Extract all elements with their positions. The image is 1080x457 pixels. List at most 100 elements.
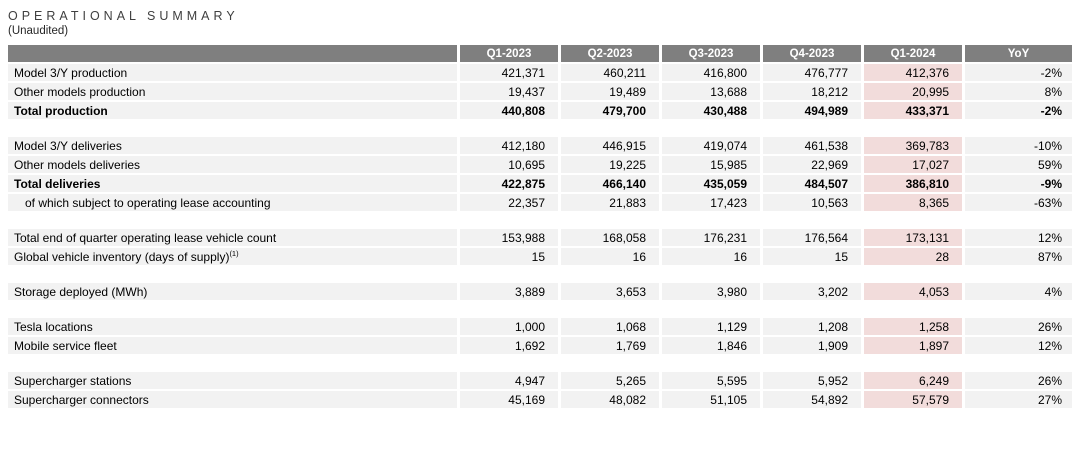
table-row: Total end of quarter operating lease veh… [8,229,1072,248]
value-q2-2023: 21,883 [561,194,662,213]
value-q1-2023: 3,889 [460,283,561,302]
value-q2-2023: 479,700 [561,102,662,121]
value-q4-2023: 15 [763,248,864,267]
value-q2-2023: 460,211 [561,64,662,83]
row-label: Supercharger stations [8,372,460,391]
value-q4-2023: 3,202 [763,283,864,302]
value-q3-2023: 176,231 [662,229,763,248]
value-q2-2023: 446,915 [561,137,662,156]
value-q1-2023: 422,875 [460,175,561,194]
yoy-value: 59% [965,156,1072,175]
value-q2-2023: 1,769 [561,337,662,356]
table-row: Total production 440,808 479,700 430,488 494… [8,102,1072,121]
row-label: Global vehicle inventory (days of supply… [8,248,460,267]
value-q1-2023: 412,180 [460,137,561,156]
value-q1-2023: 19,437 [460,83,561,102]
value-q3-2023: 430,488 [662,102,763,121]
table-row: Supercharger connectors 45,169 48,082 51,10… [8,391,1072,410]
yoy-value: 26% [965,318,1072,337]
value-q1-2023: 421,371 [460,64,561,83]
table-row: of which subject to operating lease acco… [8,194,1072,213]
value-q1-2024: 28 [864,248,965,267]
value-q2-2023: 16 [561,248,662,267]
column-header-row-label [8,45,460,64]
table-row: Mobile service fleet 1,692 1,769 1,846 1,909… [8,337,1072,356]
value-q3-2023: 3,980 [662,283,763,302]
value-q3-2023: 1,846 [662,337,763,356]
value-q4-2023: 1,208 [763,318,864,337]
row-label: Supercharger connectors [8,391,460,410]
value-q3-2023: 1,129 [662,318,763,337]
value-q4-2023: 461,538 [763,137,864,156]
value-q4-2023: 54,892 [763,391,864,410]
column-header-q3-2023: Q3-2023 [662,45,763,64]
value-q1-2024: 6,249 [864,372,965,391]
yoy-value: -9% [965,175,1072,194]
value-q1-2023: 1,692 [460,337,561,356]
value-q1-2023: 440,808 [460,102,561,121]
value-q4-2023: 22,969 [763,156,864,175]
value-q1-2024: 8,365 [864,194,965,213]
column-header-q2-2023: Q2-2023 [561,45,662,64]
value-q2-2023: 19,489 [561,83,662,102]
value-q1-2023: 22,357 [460,194,561,213]
column-header-q1-2023: Q1-2023 [460,45,561,64]
spacer-cell [8,356,1072,372]
yoy-value: 87% [965,248,1072,267]
value-q3-2023: 419,074 [662,137,763,156]
row-label: Total production [8,102,460,121]
value-q3-2023: 17,423 [662,194,763,213]
table-row: Total deliveries 422,875 466,140 435,059 484… [8,175,1072,194]
yoy-value: -2% [965,102,1072,121]
row-label: Storage deployed (MWh) [8,283,460,302]
value-q4-2023: 494,989 [763,102,864,121]
value-q2-2023: 1,068 [561,318,662,337]
yoy-value: 12% [965,337,1072,356]
yoy-value: 26% [965,372,1072,391]
value-q2-2023: 5,265 [561,372,662,391]
spacer-row [8,213,1072,229]
table-header-row: Q1-2023 Q2-2023 Q3-2023 Q4-2023 Q1-2024 YoY [8,45,1072,64]
value-q1-2023: 10,695 [460,156,561,175]
value-q1-2024: 57,579 [864,391,965,410]
value-q4-2023: 176,564 [763,229,864,248]
column-header-yoy: YoY [965,45,1072,64]
table-row: Supercharger stations 4,947 5,265 5,595 5,95… [8,372,1072,391]
row-label: Mobile service fleet [8,337,460,356]
spacer-cell [8,213,1072,229]
value-q4-2023: 18,212 [763,83,864,102]
value-q1-2023: 4,947 [460,372,561,391]
value-q3-2023: 51,105 [662,391,763,410]
value-q4-2023: 476,777 [763,64,864,83]
row-label: Model 3/Y production [8,64,460,83]
value-q2-2023: 3,653 [561,283,662,302]
value-q1-2024: 412,376 [864,64,965,83]
row-label: Other models deliveries [8,156,460,175]
value-q1-2024: 433,371 [864,102,965,121]
column-header-q1-2024: Q1-2024 [864,45,965,64]
value-q4-2023: 484,507 [763,175,864,194]
value-q4-2023: 5,952 [763,372,864,391]
value-q2-2023: 168,058 [561,229,662,248]
yoy-value: 8% [965,83,1072,102]
table-row: Other models deliveries 10,695 19,225 15,98… [8,156,1072,175]
value-q3-2023: 16 [662,248,763,267]
row-label: of which subject to operating lease acco… [8,194,460,213]
value-q1-2023: 15 [460,248,561,267]
table-row: Storage deployed (MWh) 3,889 3,653 3,980 3,2… [8,283,1072,302]
value-q2-2023: 466,140 [561,175,662,194]
value-q3-2023: 435,059 [662,175,763,194]
value-q1-2024: 369,783 [864,137,965,156]
value-q1-2024: 1,258 [864,318,965,337]
spacer-row [8,302,1072,318]
spacer-row [8,267,1072,283]
spacer-row [8,356,1072,372]
value-q1-2023: 45,169 [460,391,561,410]
page-title: OPERATIONAL SUMMARY [8,9,239,23]
yoy-value: -63% [965,194,1072,213]
value-q3-2023: 13,688 [662,83,763,102]
table-row: Global vehicle inventory (days of supply… [8,248,1072,267]
table-row: Model 3/Y deliveries 412,180 446,915 419,07… [8,137,1072,156]
footnote-marker: (1) [229,248,239,258]
